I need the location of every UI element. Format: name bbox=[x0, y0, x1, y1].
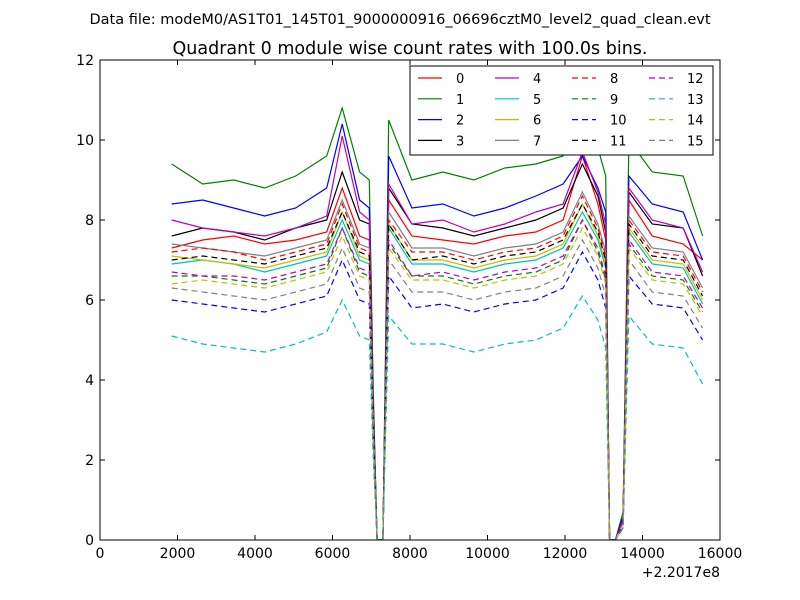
series-4-line bbox=[171, 135, 704, 540]
legend-label-9: 9 bbox=[610, 93, 618, 108]
series-15-line bbox=[171, 238, 704, 540]
y-tick-label: 6 bbox=[85, 293, 94, 309]
legend-label-15: 15 bbox=[687, 134, 704, 149]
x-tick-label: 0 bbox=[96, 546, 105, 562]
legend-label-4: 4 bbox=[533, 72, 541, 87]
y-tick-label: 2 bbox=[85, 453, 94, 469]
y-tick-label: 4 bbox=[85, 373, 94, 389]
legend-label-0: 0 bbox=[456, 72, 464, 87]
legend-label-3: 3 bbox=[456, 134, 464, 149]
y-tick-label: 0 bbox=[85, 533, 94, 549]
x-tick-label: 8000 bbox=[392, 546, 428, 562]
legend-label-10: 10 bbox=[610, 114, 627, 129]
x-tick-label: 10000 bbox=[465, 546, 510, 562]
legend-label-11: 11 bbox=[610, 134, 627, 149]
legend-label-5: 5 bbox=[533, 93, 541, 108]
x-tick-label: 16000 bbox=[698, 546, 743, 562]
series-14-line bbox=[171, 226, 704, 540]
chart-title: Quadrant 0 module wise count rates with … bbox=[173, 39, 648, 59]
axes: 0 2000 4000 6000 8000 10000 12000 14000 16000 0 2 4… bbox=[76, 53, 742, 562]
x-offset-label: +2.2017e8 bbox=[642, 565, 720, 581]
x-tick-label: 14000 bbox=[620, 546, 665, 562]
legend-label-14: 14 bbox=[687, 114, 704, 129]
y-tick-label: 12 bbox=[76, 53, 94, 69]
series-1-line bbox=[171, 85, 704, 540]
x-tick-label: 4000 bbox=[237, 546, 273, 562]
legend-label-6: 6 bbox=[533, 114, 541, 129]
legend-label-2: 2 bbox=[456, 114, 464, 129]
legend-label-7: 7 bbox=[533, 134, 541, 149]
series-11-line bbox=[171, 202, 704, 540]
series-2-line bbox=[171, 123, 704, 540]
legend-label-13: 13 bbox=[687, 93, 704, 108]
x-tick-label: 6000 bbox=[315, 546, 351, 562]
plot-area bbox=[171, 85, 704, 540]
legend-label-1: 1 bbox=[456, 93, 464, 108]
y-tick-label: 8 bbox=[85, 213, 94, 229]
data-file-label: Data file: modeM0/AS1T01_145T01_90000009… bbox=[89, 12, 710, 28]
y-tick-label: 10 bbox=[76, 133, 94, 149]
legend-label-8: 8 bbox=[610, 72, 618, 87]
x-tick-label: 2000 bbox=[160, 546, 196, 562]
x-tick-label: 12000 bbox=[543, 546, 588, 562]
legend-label-12: 12 bbox=[687, 72, 704, 87]
